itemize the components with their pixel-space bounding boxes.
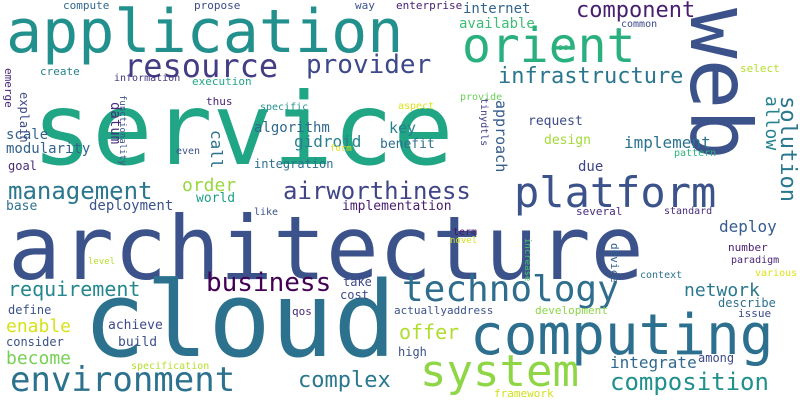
- word-deploy: deploy: [719, 217, 777, 236]
- word-consider: consider: [6, 335, 64, 349]
- word-goal: goal: [8, 159, 37, 173]
- word-service: service: [32, 71, 454, 188]
- word-airworthiness: airworthiness: [283, 177, 471, 205]
- word-development: development: [535, 304, 608, 317]
- word-technology: technology: [402, 269, 619, 310]
- word-implementation: implementation: [342, 199, 452, 214]
- word-key: key: [389, 119, 417, 137]
- word-device: device: [608, 243, 621, 283]
- word-request: request: [528, 114, 583, 129]
- word-various: various: [755, 268, 798, 279]
- word-paradigm: paradigm: [731, 255, 780, 266]
- word-business: business: [206, 268, 332, 298]
- word-describe: describe: [718, 296, 776, 310]
- word-orient: orient: [462, 18, 636, 74]
- word-due: due: [578, 159, 604, 175]
- word-among: among: [698, 351, 735, 365]
- word-take: take: [343, 275, 372, 289]
- word-framework: framework: [494, 387, 554, 400]
- word-design: design: [544, 133, 591, 148]
- word-cloud: cloud: [83, 259, 397, 381]
- word-achieve: achieve: [108, 318, 163, 333]
- word-enable: enable: [6, 316, 72, 337]
- word-implement: implement: [624, 133, 711, 152]
- word-platform: platform: [514, 168, 717, 217]
- word-number: number: [728, 241, 768, 254]
- word-world: world: [196, 191, 236, 206]
- word-algorithm: algorithm: [254, 120, 330, 136]
- word-soa: soa: [558, 43, 575, 53]
- word-novel: novel: [450, 236, 478, 246]
- word-aspect: aspect: [398, 101, 435, 112]
- word-system: system: [420, 346, 579, 397]
- word-complex: complex: [298, 368, 391, 393]
- word-explain: explain: [17, 92, 31, 143]
- word-deployment: deployment: [89, 198, 174, 214]
- word-term: term: [453, 227, 478, 238]
- word-pattern: pattern: [674, 148, 717, 159]
- word-resource: resource: [124, 47, 279, 85]
- word-information: information: [114, 73, 181, 84]
- word-several: several: [576, 205, 623, 218]
- word-enterprise: enterprise: [396, 0, 463, 12]
- word-provider: provider: [306, 50, 432, 80]
- word-computing: computing: [470, 303, 774, 368]
- word-actuallyaddress: actuallyaddress: [394, 304, 494, 317]
- word-level: level: [88, 257, 116, 267]
- word-execution: execution: [192, 75, 252, 88]
- word-provide: provide: [460, 92, 503, 103]
- word-application: application: [6, 0, 404, 67]
- word-composition: composition: [610, 368, 769, 396]
- word-available: available: [459, 16, 535, 32]
- word-infrastructure: infrastructure: [498, 64, 684, 89]
- word-qos: qos: [292, 305, 312, 318]
- word-environment: environment: [10, 360, 236, 400]
- word-offer: offer: [399, 320, 460, 344]
- word-specific: specific: [260, 102, 309, 113]
- word-base: base: [6, 199, 38, 214]
- word-context: context: [640, 270, 683, 281]
- word-benefit: benefit: [380, 137, 435, 152]
- word-become: become: [6, 348, 72, 369]
- word-scale: scale: [6, 127, 49, 143]
- word-form: form: [330, 144, 352, 154]
- word-emerge: emerge: [2, 68, 15, 108]
- word-call: call: [207, 130, 226, 169]
- word-even: even: [176, 146, 201, 157]
- word-propose: propose: [194, 0, 241, 12]
- word-gidroid: gidroid: [294, 132, 362, 151]
- word-allow: allow: [761, 96, 782, 151]
- word-architecture: architecture: [8, 197, 644, 300]
- word-component: component: [576, 0, 696, 23]
- word-way: way: [355, 0, 375, 12]
- word-order: order: [182, 175, 237, 196]
- word-cost: cost: [340, 288, 369, 302]
- word-issue: issue: [738, 307, 772, 320]
- word-requirement: requirement: [8, 277, 141, 301]
- word-tinydtls: tinydtls: [478, 98, 489, 147]
- word-modularity: modularity: [6, 141, 91, 157]
- word-increase: increase: [522, 238, 532, 282]
- word-integration: integration: [254, 157, 334, 171]
- word-common: common: [621, 19, 658, 30]
- word-standard: standard: [664, 206, 713, 217]
- word-integrate: integrate: [610, 353, 697, 372]
- word-select: select: [740, 62, 780, 75]
- word-management: management: [8, 177, 153, 205]
- word-approach: approach: [492, 100, 510, 173]
- word-build: build: [118, 335, 158, 350]
- word-functionality: functionality: [117, 95, 127, 166]
- word-like: like: [254, 207, 279, 218]
- word-create: create: [40, 65, 80, 78]
- word-network: network: [684, 280, 760, 301]
- word-compute: compute: [63, 0, 110, 12]
- word-internet: internet: [463, 1, 531, 17]
- word-thus: thus: [206, 95, 233, 108]
- word-define: define: [8, 303, 52, 317]
- word-specification: specification: [131, 361, 210, 372]
- word-high: high: [398, 345, 427, 359]
